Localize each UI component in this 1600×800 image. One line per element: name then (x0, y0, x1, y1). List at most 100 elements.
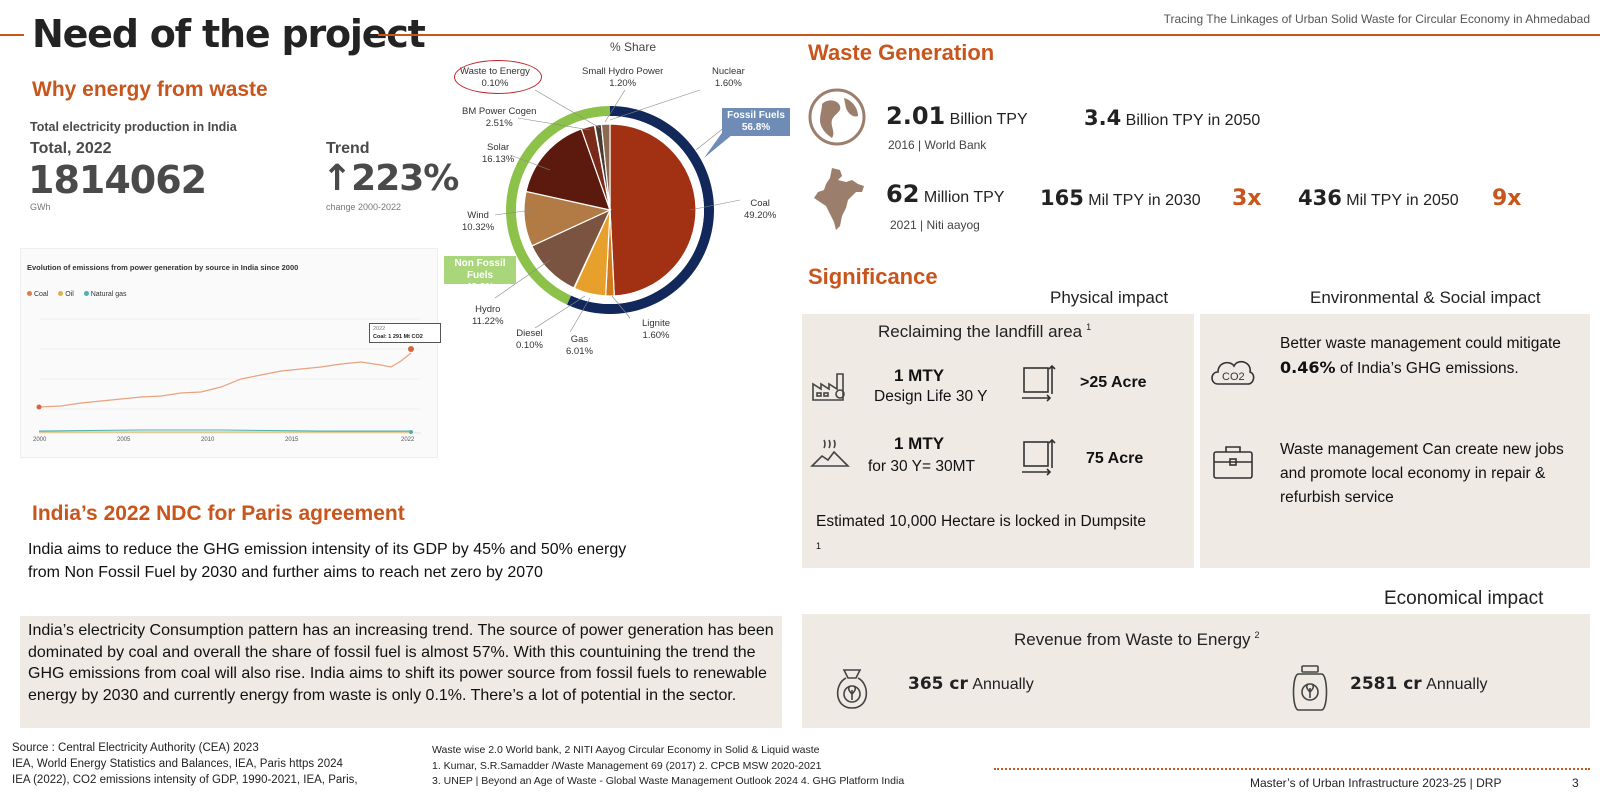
pie-label-coal-value: 49.20% (744, 210, 777, 221)
world-2050-value: 3.4 (1084, 106, 1122, 130)
legend-coal: Coal (33, 291, 49, 298)
env-item-1-value: 0.46% (1280, 358, 1336, 377)
economical-impact-box: Revenue from Waste to Energy 2 365 cr Ann… (802, 614, 1590, 728)
gas-cylinder-icon (1292, 665, 1328, 711)
source-left-3: IEA (2022), CO2 emissions intensity of G… (12, 774, 358, 786)
co2-icon-text: CO2 (1222, 371, 1245, 383)
source-mid-2: 1. Kumar, S.R.Samadder /Waste Management… (432, 759, 822, 772)
emissions-chart-card: Evolution of emissions from power genera… (20, 248, 441, 458)
revenue-title: Revenue from Waste to Energy 2 (1014, 630, 1260, 650)
coal-series-line (38, 352, 412, 408)
trend-note: change 2000-2022 (326, 202, 402, 212)
co2-cloud-icon: CO2 (1211, 360, 1255, 385)
legend-dot-gas (83, 291, 89, 296)
pie-label-gas: Gas 6.01% (566, 334, 593, 358)
x-tick-2022: 2022 (401, 437, 415, 443)
pie-label-diesel-name: Diesel (516, 328, 543, 339)
non-fossil-name: Non Fossil Fuels (454, 258, 506, 281)
locked-text-sup: 1 (816, 541, 822, 551)
revenue-2-value: 2581 cr (1350, 674, 1422, 694)
physical-impact-label: Physical impact (1050, 288, 1169, 307)
locked-text: Estimated 10,000 Hectare is locked in Du… (816, 510, 1146, 563)
total-label: Total, 2022 (30, 140, 112, 157)
pie-slice-nuclear (600, 123, 611, 211)
legend-oil: Oil (65, 291, 74, 298)
world-2050-stat: 3.4 Billion TPY in 2050 (1084, 106, 1260, 130)
area-square-icon-2 (1022, 438, 1056, 476)
pie-label-lignite: Lignite 1.60% (642, 318, 670, 342)
why-energy-heading: Why energy from waste (32, 78, 268, 101)
economical-impact-label: Economical impact (1384, 588, 1544, 609)
pie-ring-non-fossil-fuels (505, 106, 610, 305)
legend-gas: Natural gas (90, 291, 127, 298)
revenue-title-text: Revenue from Waste to Energy (1014, 630, 1251, 649)
gas-series-line (38, 429, 411, 432)
trend-label: Trend (326, 140, 370, 157)
revenue-2-unit: Annually (1426, 676, 1488, 693)
env-item-1: Better waste management could mitigate 0… (1280, 332, 1580, 381)
fossil-fuels-value: 56.8% (741, 122, 771, 133)
pie-label-bm-name: BM Power Cogen (462, 106, 537, 117)
row2-sub: for 30 Y= 30MT (868, 458, 975, 475)
india-waste-source: 2021 | Niti aayog (890, 218, 980, 232)
briefcase-icon (1213, 446, 1253, 479)
x-tick-2000: 2000 (33, 437, 47, 443)
india-map-icon (814, 168, 864, 230)
ndc-summary-box: India’s electricity Consumption pattern … (20, 616, 782, 728)
india-2030-multiplier: 3x (1232, 186, 1262, 211)
revenue-1-value: 365 cr (908, 674, 968, 694)
total-unit: GWh (30, 202, 51, 212)
env-item-2: Waste management Can create new jobs and… (1280, 441, 1564, 506)
world-waste-source: 2016 | World Bank (888, 138, 987, 152)
pie-label-solar-value: 16.13% (482, 154, 515, 165)
pie-slice-coal (609, 123, 697, 297)
fossil-callout-pointer (704, 130, 738, 158)
compost-bag-icon (836, 669, 868, 709)
landfill-title-text: Reclaiming the landfill area (878, 322, 1083, 341)
source-mid-3: 3. UNEP | Beyond an Age of Waste - Globa… (432, 775, 905, 787)
ndc-heading: India’s 2022 NDC for Paris agreement (32, 502, 405, 525)
pie-label-nuclear: Nuclear 1.60% (712, 66, 745, 90)
world-waste-value: 2.01 (886, 102, 946, 130)
title-rule-right (378, 34, 1600, 36)
india-waste-value: 62 (886, 180, 920, 208)
pie-label-wind-name: Wind (467, 210, 489, 221)
landfill-heap-icon (810, 439, 850, 467)
india-2050-unit: Mil TPY in 2050 (1346, 192, 1459, 209)
significance-heading: Significance (808, 264, 938, 289)
revenue-1-unit: Annually (972, 676, 1034, 693)
sources-left: Source : Central Electricity Authority (… (12, 740, 358, 788)
emissions-chart-title: Evolution of emissions from power genera… (27, 263, 299, 272)
env-social-impact-box: CO2 Better waste management could mitiga… (1200, 314, 1590, 568)
revenue-title-sup: 2 (1254, 630, 1260, 641)
env-item-1-b: of India’s GHG emissions. (1339, 360, 1519, 377)
india-2050-value: 436 (1298, 186, 1342, 210)
india-2050-stat: 436 Mil TPY in 2050 (1298, 186, 1459, 210)
pie-label-hydro: Hydro 11.22% (472, 304, 504, 328)
pie-label-bm-value: 2.51% (485, 118, 513, 129)
annotation-year: 2022 (373, 326, 386, 332)
x-tick-2005: 2005 (117, 437, 131, 443)
total-value: 1814062 (28, 158, 207, 202)
legend-dot-oil (58, 291, 64, 296)
india-2050-multiplier: 9x (1492, 186, 1522, 211)
page-number: 3 (1572, 776, 1579, 790)
physical-impact-box: Reclaiming the landfill area 1 1 MTY Desi… (802, 314, 1194, 568)
pie-label-small-hydro: Small Hydro Power 1.20% (582, 66, 663, 90)
pie-label-gas-name: Gas (570, 334, 589, 345)
pie-label-coal-name: Coal (750, 198, 770, 209)
fossil-fuels-name: Fossil Fuels (727, 110, 785, 121)
pie-label-hydro-value: 11.22% (472, 316, 504, 327)
india-waste-stat: 62 Million TPY (886, 180, 1004, 208)
pie-label-lignite-value: 1.60% (642, 330, 670, 341)
pie-label-lignite-name: Lignite (642, 318, 670, 329)
waste-generation-heading: Waste Generation (808, 40, 995, 65)
row2-value: 1 MTY (894, 434, 945, 453)
revenue-1: 365 cr Annually (908, 674, 1034, 694)
page-title: Need of the project (32, 12, 426, 56)
coal-annotation: 2022 Coal: 1 291 Mt CO2 (369, 323, 441, 343)
world-waste-stat: 2.01 Billion TPY (886, 102, 1028, 130)
footer-dotted-rule (994, 768, 1590, 770)
pie-label-coal: Coal 49.20% (744, 198, 776, 222)
source-left-2: IEA, World Energy Statistics and Balance… (12, 758, 343, 770)
